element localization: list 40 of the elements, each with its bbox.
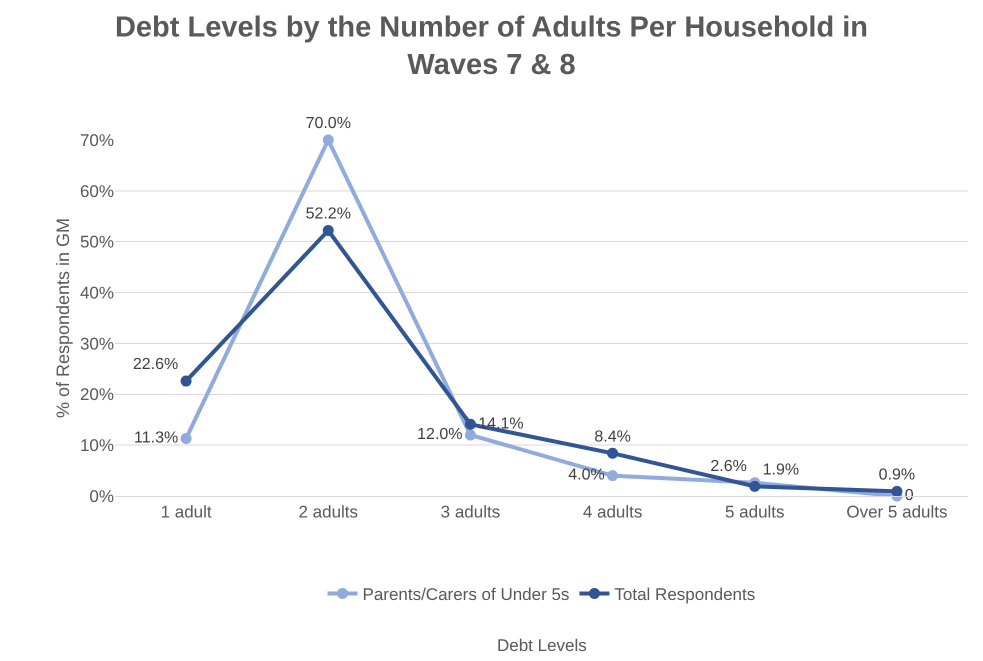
- point: [891, 486, 902, 497]
- data-label: 0.9%: [878, 466, 916, 484]
- y-tick-label: 0%: [89, 486, 114, 506]
- point: [322, 225, 334, 236]
- y-tick-label: 70%: [80, 130, 114, 150]
- data-label: 4.0%: [568, 466, 605, 484]
- legend-label: Total Respondents: [614, 585, 756, 604]
- point: [607, 448, 618, 459]
- data-label: 70.0%: [306, 115, 351, 132]
- y-tick-label: 30%: [80, 334, 114, 354]
- y-axis-title: % of Respondents in GM: [53, 218, 73, 418]
- point: [180, 376, 192, 387]
- text: Debt Levels: [497, 636, 587, 655]
- x-tick-label: 2 adults: [298, 502, 358, 522]
- point: [749, 480, 760, 492]
- legend-label: Parents/Carers of Under 5s: [362, 585, 570, 604]
- x-tick-label: 5 adults: [724, 502, 785, 522]
- point: [607, 470, 618, 482]
- y-tick-label: 60%: [80, 182, 114, 201]
- data-label: 12.0%: [417, 426, 463, 443]
- x-tick-label: Over 5 adults: [846, 502, 948, 522]
- y-tick-label: 50%: [80, 232, 114, 252]
- point: [180, 433, 192, 444]
- y-tick-label: 40%: [80, 284, 114, 303]
- x-tick-label: 1 adult: [160, 502, 212, 522]
- point: [464, 429, 476, 440]
- y-tick-label: 10%: [80, 436, 114, 456]
- point: [464, 418, 476, 430]
- y-tick-label: 20%: [80, 385, 114, 404]
- data-label: 11.3%: [134, 430, 178, 447]
- x-tick-label: 4 adults: [582, 502, 642, 522]
- data-label: 8.4%: [594, 428, 631, 446]
- data-label: 22.6%: [132, 356, 178, 374]
- data-label: 2.6%: [710, 458, 747, 475]
- chart-title: Debt Levels by the Number of Adults Per Household in Waves 7 & 8: [114, 11, 868, 82]
- x-tick-label: 3 adults: [440, 502, 500, 522]
- point: [322, 134, 334, 146]
- data-label: 52.2%: [306, 206, 351, 223]
- data-label: 14.1%: [478, 415, 524, 432]
- data-label: 1.9%: [762, 461, 800, 478]
